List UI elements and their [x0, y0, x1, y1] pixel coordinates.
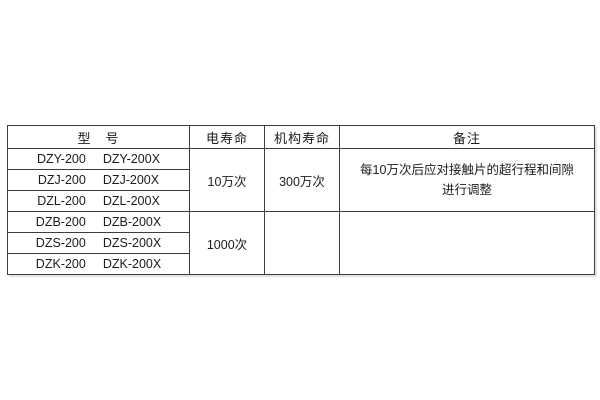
model-pair: DZJ-200 DZJ-200X	[9, 173, 189, 187]
table-row: DZL-200 DZL-200X	[7, 190, 595, 212]
model-name: DZY-200	[36, 152, 86, 166]
model-cell: DZY-200 DZY-200X	[7, 148, 190, 170]
header-mechanical-life: 机构寿命	[264, 125, 340, 149]
model-cell: DZJ-200 DZJ-200X	[7, 169, 190, 191]
model-name-x: DZJ-200X	[102, 173, 160, 187]
table-row: DZK-200 DZK-200X	[7, 253, 595, 275]
table-row: DZB-200 DZB-200X 1000次	[7, 211, 595, 275]
header-remarks: 备注	[339, 125, 595, 149]
table-row: DZY-200 DZY-200X 10万次 300万次 每10万次后应对接触片的…	[7, 148, 595, 212]
model-name: DZB-200	[35, 215, 86, 229]
relay-spec-table: 型 号 电寿命 机构寿命 备注 DZY-200 DZY-200X 10万次 30…	[7, 125, 595, 275]
remarks-line-2: 进行调整	[441, 183, 492, 197]
model-name: DZK-200	[35, 257, 86, 271]
model-name-x: DZB-200X	[102, 215, 162, 229]
remarks-line-1: 每10万次后应对接触片的超行程和间隙	[360, 163, 574, 177]
model-cell: DZK-200 DZK-200X	[7, 253, 190, 275]
remarks-cell: 每10万次后应对接触片的超行程和间隙 进行调整	[339, 148, 595, 212]
model-name-x: DZY-200X	[102, 152, 161, 166]
table-row: DZJ-200 DZJ-200X	[7, 169, 595, 191]
electrical-life-cell: 1000次	[189, 211, 265, 275]
model-cell: DZB-200 DZB-200X	[7, 211, 190, 233]
model-pair: DZY-200 DZY-200X	[9, 152, 189, 166]
header-electrical-life: 电寿命	[189, 125, 265, 149]
model-pair: DZK-200 DZK-200X	[9, 257, 189, 271]
header-model: 型 号	[7, 125, 190, 149]
table-header-row: 型 号 电寿命 机构寿命 备注	[7, 125, 595, 149]
model-name: DZS-200	[35, 236, 86, 250]
model-name: DZL-200	[37, 194, 86, 208]
model-name-x: DZL-200X	[102, 194, 160, 208]
model-cell: DZS-200 DZS-200X	[7, 232, 190, 254]
model-pair: DZB-200 DZB-200X	[9, 215, 189, 229]
electrical-life-cell: 10万次	[189, 148, 265, 212]
mechanical-life-cell: 300万次	[264, 148, 340, 212]
model-pair: DZS-200 DZS-200X	[9, 236, 189, 250]
mechanical-life-cell	[264, 211, 340, 275]
model-name: DZJ-200	[37, 173, 86, 187]
model-name-x: DZS-200X	[102, 236, 162, 250]
model-name-x: DZK-200X	[102, 257, 162, 271]
model-cell: DZL-200 DZL-200X	[7, 190, 190, 212]
model-pair: DZL-200 DZL-200X	[9, 194, 189, 208]
remarks-cell	[339, 211, 595, 275]
